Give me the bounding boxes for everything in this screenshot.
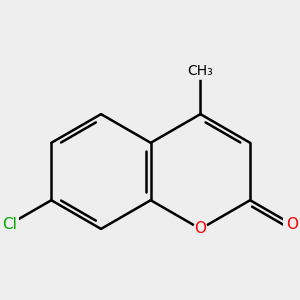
- Text: O: O: [286, 217, 298, 232]
- Circle shape: [0, 215, 18, 234]
- Circle shape: [194, 222, 207, 236]
- Text: Cl: Cl: [2, 217, 16, 232]
- Text: CH₃: CH₃: [188, 64, 213, 78]
- Circle shape: [192, 63, 208, 79]
- Circle shape: [286, 218, 299, 232]
- Text: O: O: [194, 221, 206, 236]
